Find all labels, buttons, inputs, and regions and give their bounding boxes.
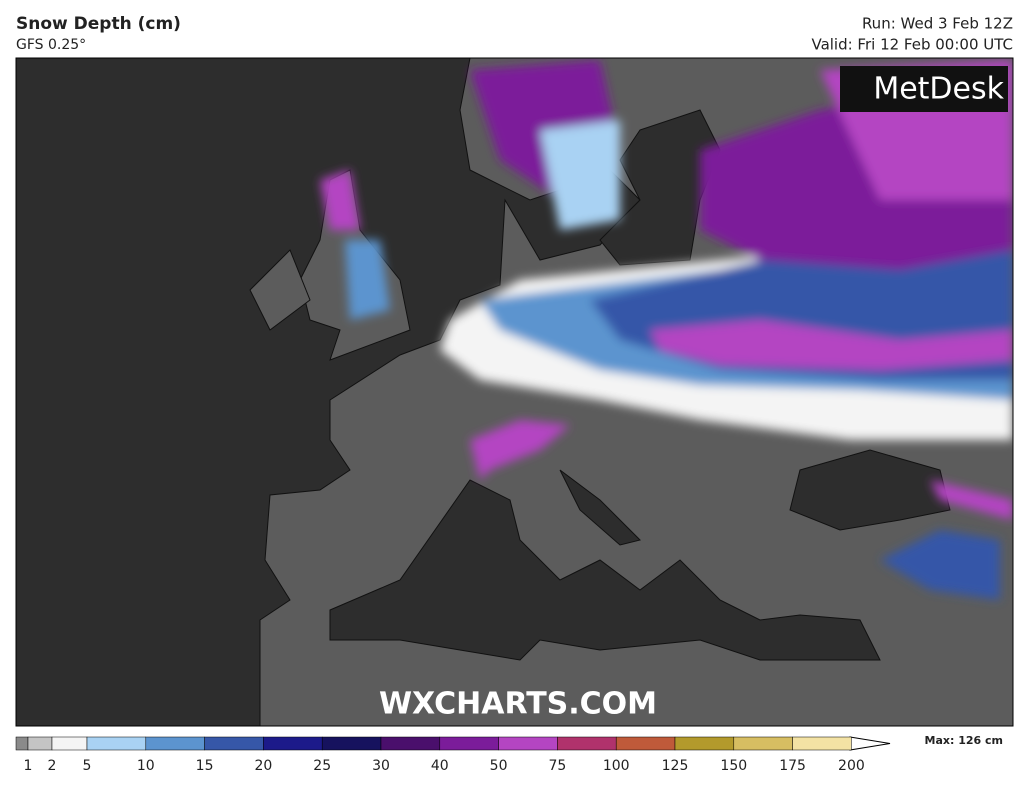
legend-swatch [145,736,205,751]
legend-swatch [204,736,264,751]
legend-tick-label: 10 [137,758,155,774]
legend-swatch [86,736,147,751]
legend-tick-label: 100 [603,758,630,774]
map-frame [15,57,1014,727]
legend-swatch [15,736,29,751]
legend-tick-label: 40 [431,758,449,774]
legend: Max: 126 cm 1 2 5 10 15 20 25 30 40 50 75 100 125 150… [15,734,1003,774]
logo: MetDesk [873,72,1004,107]
legend-tick-label: 30 [372,758,390,774]
legend-swatch [321,736,382,751]
legend-tick-label: 75 [548,758,566,774]
legend-tick-label: 5 [83,758,92,774]
legend-swatch [615,736,676,751]
legend-swatch [27,736,53,751]
legend-tick-label: 25 [313,758,331,774]
ireland [249,249,311,331]
legend-swatch [263,736,323,751]
valid-time: Valid: Fri 12 Feb 00:00 UTC [811,36,1013,54]
baltic-sea [599,109,721,266]
subtitle: GFS 0.25° [16,37,86,53]
snow-cover [320,60,1013,600]
legend-swatch [733,736,793,751]
legend-tick-label: 200 [838,758,865,774]
map: WXCHARTS.COM MetDesk [16,58,1013,726]
legend-swatch [498,736,558,751]
legend-tick-label: 20 [254,758,272,774]
legend-arrow [849,736,891,751]
max-label: Max: 126 cm [925,734,1003,747]
title: Snow Depth (cm) [16,14,181,34]
adriatic-sea [559,469,641,546]
run-time: Run: Wed 3 Feb 12Z [862,15,1013,33]
watermark: WXCHARTS.COM [379,687,657,722]
legend-tick-label: 125 [662,758,689,774]
legend-tick-label: 15 [196,758,214,774]
legend-tick-label: 2 [48,758,57,774]
logo-box [840,66,1008,112]
legend-swatch [557,736,617,751]
legend-swatch [439,736,499,751]
black-sea [789,449,951,531]
legend-tick-label: 1 [24,758,33,774]
legend-swatch [51,736,88,751]
legend-swatch [792,736,852,751]
legend-tick-label: 150 [720,758,747,774]
legend-swatch [674,736,735,751]
legend-tick-label: 175 [779,758,806,774]
legend-swatch [380,736,441,751]
legend-tick-label: 50 [490,758,508,774]
mediterranean-sea [329,479,881,661]
